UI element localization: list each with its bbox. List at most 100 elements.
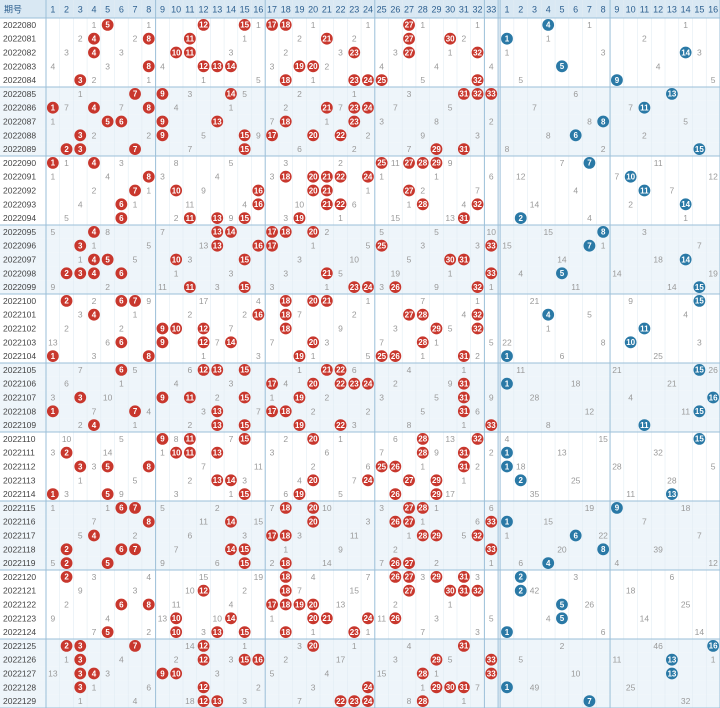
red-ball-number: 13 bbox=[213, 228, 222, 237]
red-ball-number: 12 bbox=[199, 366, 208, 375]
blue-ball-number: 7 bbox=[587, 242, 592, 251]
red-miss-count: 2 bbox=[461, 34, 466, 44]
red-miss-count: 2 bbox=[242, 586, 247, 596]
red-ball bbox=[74, 129, 87, 142]
red-ball-number: 6 bbox=[119, 600, 124, 609]
red-ball-number: 6 bbox=[119, 545, 124, 554]
blue-ball-number: 15 bbox=[695, 297, 704, 306]
red-ball bbox=[252, 308, 265, 321]
red-miss-count: 1 bbox=[420, 20, 425, 30]
row-band bbox=[0, 266, 720, 281]
blue-ball bbox=[542, 557, 555, 569]
red-miss-count: 3 bbox=[393, 324, 398, 334]
red-miss-count: 4 bbox=[229, 600, 234, 610]
red-ball bbox=[307, 515, 320, 528]
red-ball bbox=[183, 281, 196, 293]
red-miss-count: 1 bbox=[78, 696, 83, 706]
red-miss-count: 3 bbox=[64, 48, 69, 58]
blue-ball-number: 11 bbox=[640, 104, 649, 113]
red-ball bbox=[279, 405, 292, 418]
red-ball bbox=[416, 446, 429, 459]
blue-ball-number: 7 bbox=[587, 159, 592, 168]
red-miss-count: 5 bbox=[119, 434, 124, 444]
red-ball bbox=[101, 557, 114, 569]
red-miss-count: 5 bbox=[50, 227, 55, 237]
red-ball bbox=[348, 695, 361, 707]
red-ball bbox=[403, 157, 415, 169]
blue-ball bbox=[556, 612, 568, 625]
red-miss-count: 1 bbox=[229, 489, 234, 499]
red-ball-number: 30 bbox=[446, 255, 455, 264]
red-ball bbox=[88, 253, 100, 266]
red-ball-number: 6 bbox=[119, 338, 124, 347]
red-miss-count: 1 bbox=[420, 351, 425, 361]
red-ball-number: 33 bbox=[487, 90, 496, 99]
red-ball bbox=[416, 667, 429, 680]
red-ball-number: 7 bbox=[133, 186, 138, 195]
blue-ball bbox=[583, 239, 596, 252]
red-miss-count: 10 bbox=[62, 434, 72, 444]
red-ball bbox=[279, 74, 292, 86]
red-ball bbox=[60, 295, 73, 307]
red-ball-number: 18 bbox=[281, 587, 290, 596]
red-miss-count: 1 bbox=[352, 641, 357, 651]
red-miss-count: 9 bbox=[50, 613, 55, 623]
red-ball bbox=[362, 612, 374, 625]
blue-miss-count: 2 bbox=[560, 641, 565, 651]
red-miss-count: 6 bbox=[187, 531, 192, 541]
red-ball bbox=[279, 557, 292, 569]
blue-ball bbox=[624, 170, 637, 183]
header-red-col-8: 8 bbox=[146, 5, 151, 15]
red-miss-count: 2 bbox=[434, 558, 439, 568]
red-ball-number: 3 bbox=[78, 669, 83, 678]
blue-ball-number: 11 bbox=[640, 421, 649, 430]
blue-miss-count: 4 bbox=[683, 310, 688, 320]
red-ball-number: 5 bbox=[105, 255, 110, 264]
period-label: 2022123 bbox=[3, 613, 36, 623]
red-ball bbox=[457, 405, 470, 418]
red-ball bbox=[293, 598, 306, 611]
red-ball bbox=[457, 143, 470, 155]
period-label: 2022096 bbox=[3, 241, 36, 251]
blue-ball-number: 16 bbox=[709, 393, 718, 402]
red-miss-count: 10 bbox=[350, 255, 360, 265]
red-ball bbox=[142, 598, 155, 611]
red-miss-count: 6 bbox=[215, 558, 220, 568]
red-miss-count: 7 bbox=[201, 462, 206, 472]
blue-miss-count: 21 bbox=[612, 365, 622, 375]
blue-ball bbox=[666, 667, 678, 680]
red-ball-number: 27 bbox=[405, 159, 414, 168]
red-ball bbox=[129, 88, 141, 100]
blue-ball bbox=[597, 226, 610, 238]
red-ball bbox=[115, 267, 128, 280]
header-blue-col-11: 11 bbox=[640, 5, 649, 15]
red-miss-count: 15 bbox=[254, 517, 264, 527]
red-miss-count: 3 bbox=[379, 282, 384, 292]
red-miss-count: 4 bbox=[146, 572, 151, 582]
red-miss-count: 18 bbox=[185, 696, 195, 706]
red-miss-count: 2 bbox=[92, 75, 97, 85]
blue-ball bbox=[501, 681, 513, 694]
red-ball-number: 8 bbox=[147, 518, 152, 527]
red-miss-count: 6 bbox=[187, 365, 192, 375]
red-ball-number: 12 bbox=[199, 324, 208, 333]
blue-ball-number: 15 bbox=[695, 366, 704, 375]
red-ball bbox=[170, 446, 183, 459]
red-ball-number: 21 bbox=[322, 269, 331, 278]
red-miss-count: 11 bbox=[391, 158, 400, 168]
red-miss-count: 3 bbox=[420, 572, 425, 582]
red-ball-number: 27 bbox=[405, 573, 414, 582]
row-band bbox=[0, 556, 720, 570]
red-miss-count: 6 bbox=[489, 172, 494, 182]
blue-miss-count: 1 bbox=[505, 531, 510, 541]
red-ball-number: 28 bbox=[418, 435, 427, 444]
red-ball-number: 11 bbox=[186, 48, 195, 57]
red-miss-count: 2 bbox=[283, 434, 288, 444]
red-ball bbox=[389, 612, 402, 625]
red-ball bbox=[485, 419, 498, 431]
red-ball-number: 15 bbox=[240, 628, 249, 637]
red-ball-number: 28 bbox=[418, 338, 427, 347]
blue-miss-count: 6 bbox=[560, 351, 565, 361]
red-ball-number: 20 bbox=[309, 297, 318, 306]
blue-miss-count: 18 bbox=[571, 379, 581, 389]
